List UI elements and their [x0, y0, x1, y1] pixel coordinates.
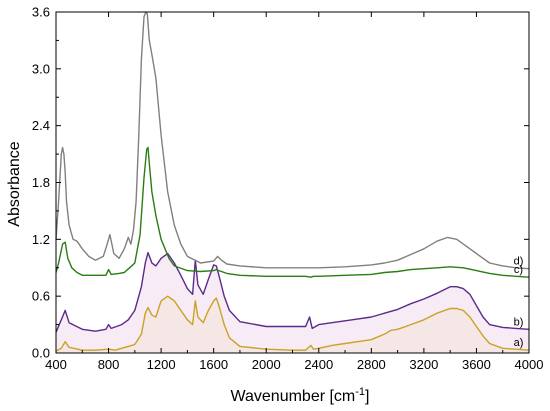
series-label-1: b) [514, 316, 524, 328]
x-tick-label: 2800 [357, 357, 386, 372]
y-tick-label: 0.6 [32, 289, 50, 304]
x-tick-label: 1200 [147, 357, 176, 372]
x-tick-label: 3600 [462, 357, 491, 372]
series-label-0: a) [514, 337, 524, 349]
series-line-3 [56, 12, 529, 269]
x-tick-label: 2000 [252, 357, 281, 372]
x-tick-label: 4000 [515, 357, 544, 372]
x-axis-label: Wavenumber [cm-1] [230, 386, 369, 405]
y-tick-label: 3.6 [32, 5, 50, 20]
y-axis-label: Absorbance [6, 141, 23, 226]
series-label-3: d) [514, 256, 524, 268]
y-tick-label: 1.2 [32, 232, 50, 247]
x-tick-label: 3200 [409, 357, 438, 372]
series-line-2 [56, 148, 529, 278]
y-tick-label: 2.4 [32, 118, 50, 133]
y-tick-label: 1.8 [32, 175, 50, 190]
y-tick-label: 3.0 [32, 61, 50, 76]
x-tick-label: 2400 [304, 357, 333, 372]
x-tick-label: 1600 [199, 357, 228, 372]
y-tick-label: 0.0 [32, 346, 50, 361]
x-tick-label: 800 [98, 357, 120, 372]
